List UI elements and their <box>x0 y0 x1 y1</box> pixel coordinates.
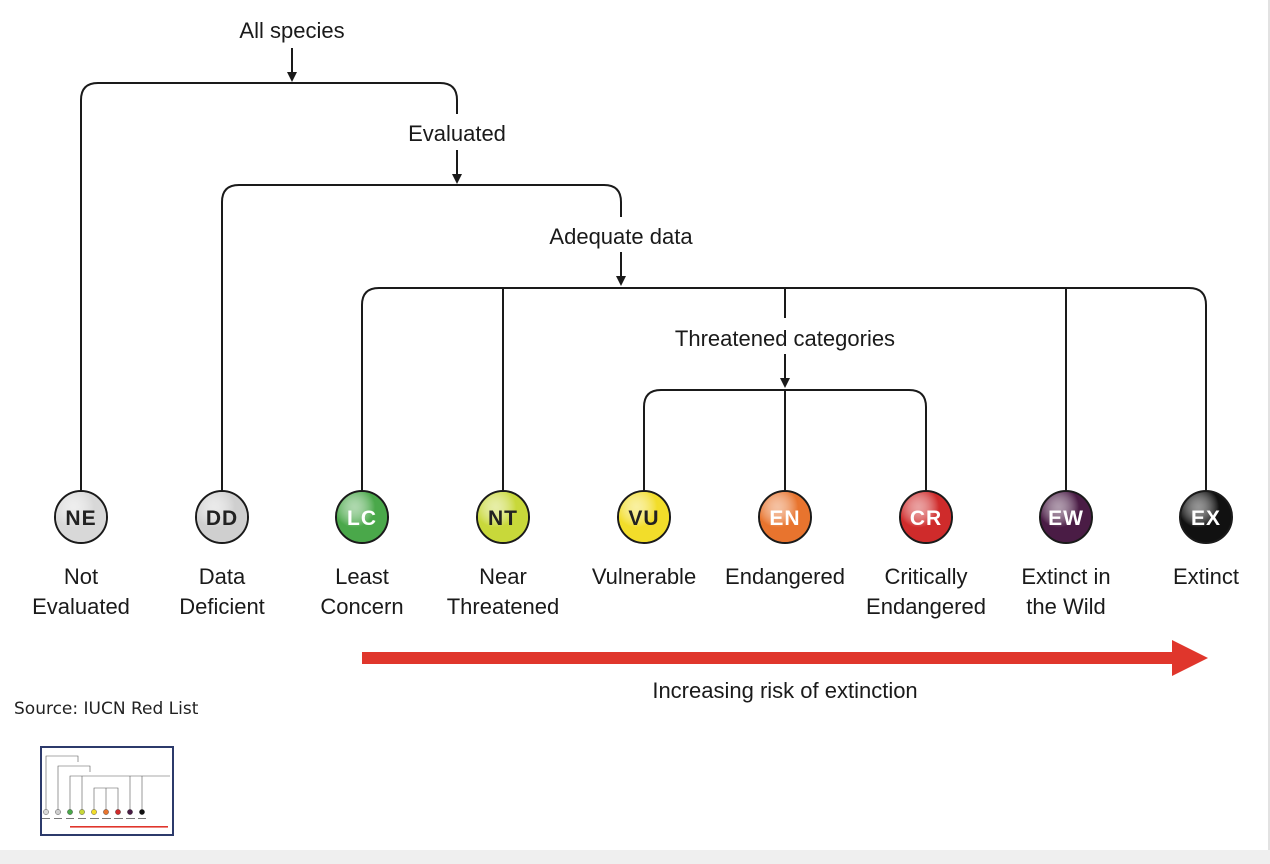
risk-arrow-bar <box>362 652 1174 664</box>
category-badge-gloss-en <box>760 492 810 542</box>
category-node-ex: EX Extinct <box>1173 490 1239 589</box>
thumbnail-image <box>42 755 170 828</box>
category-label-ew: Extinct in <box>1021 564 1110 589</box>
tree-connectors <box>80 48 1207 498</box>
category-badge-gloss-cr <box>901 492 951 542</box>
category-label-nt: Near <box>479 564 527 589</box>
label-adequate-data: Adequate data <box>549 224 693 249</box>
category-node-vu: VU Vulnerable <box>592 490 696 589</box>
source-caption: Source: IUCN Red List <box>14 699 199 719</box>
category-nodes: NE Not Evaluated DD Data Deficient LC Least Conc… <box>32 490 1239 619</box>
category-label-line2-nt: Threatened <box>447 594 560 619</box>
category-label-line2-ew: the Wild <box>1026 594 1105 619</box>
diagram-thumbnail[interactable] <box>40 746 174 836</box>
category-label-lc: Least <box>335 564 389 589</box>
category-code-cr: CR <box>910 507 942 530</box>
category-node-lc: LC Least Concern <box>320 490 404 619</box>
category-badge-gloss-vu <box>619 492 669 542</box>
category-node-ew: EW Extinct in the Wild <box>1021 490 1111 619</box>
category-node-cr: CR Critically Endangered <box>866 490 986 619</box>
category-label-ex: Extinct <box>1173 564 1239 589</box>
risk-arrow <box>362 640 1208 676</box>
category-label-cr: Critically <box>884 564 967 589</box>
category-node-ne: NE Not Evaluated <box>32 490 130 619</box>
category-code-ex: EX <box>1191 507 1221 530</box>
label-all-species: All species <box>239 18 344 43</box>
category-code-nt: NT <box>488 507 518 530</box>
connector-all-species <box>80 82 458 498</box>
category-code-lc: LC <box>347 507 377 530</box>
category-node-dd: DD Data Deficient <box>179 490 265 619</box>
category-label-vu: Vulnerable <box>592 564 696 589</box>
category-label-line2-lc: Concern <box>320 594 403 619</box>
label-threatened-categories: Threatened categories <box>675 326 895 351</box>
category-label-dd: Data <box>199 564 246 589</box>
category-badge-gloss-ew <box>1041 492 1091 542</box>
category-label-line2-ne: Evaluated <box>32 594 130 619</box>
category-node-en: EN Endangered <box>725 490 845 589</box>
category-code-ew: EW <box>1048 507 1084 530</box>
label-evaluated: Evaluated <box>408 121 506 146</box>
category-code-ne: NE <box>65 507 96 530</box>
category-label-line2-cr: Endangered <box>866 594 986 619</box>
category-badge-gloss-nt <box>478 492 528 542</box>
category-label-en: Endangered <box>725 564 845 589</box>
category-code-en: EN <box>769 507 800 530</box>
category-label-ne: Not <box>64 564 98 589</box>
connector-evaluated <box>221 184 622 498</box>
category-label-line2-dd: Deficient <box>179 594 265 619</box>
category-code-dd: DD <box>206 507 238 530</box>
category-badge-gloss-ex <box>1181 492 1231 542</box>
category-node-nt: NT Near Threatened <box>447 490 560 619</box>
category-badge-gloss-lc <box>337 492 387 542</box>
risk-arrow-head <box>1172 640 1208 676</box>
category-code-vu: VU <box>628 507 659 530</box>
category-badge-gloss-dd <box>197 492 247 542</box>
category-badge-gloss-ne <box>56 492 106 542</box>
risk-label: Increasing risk of extinction <box>652 678 917 703</box>
